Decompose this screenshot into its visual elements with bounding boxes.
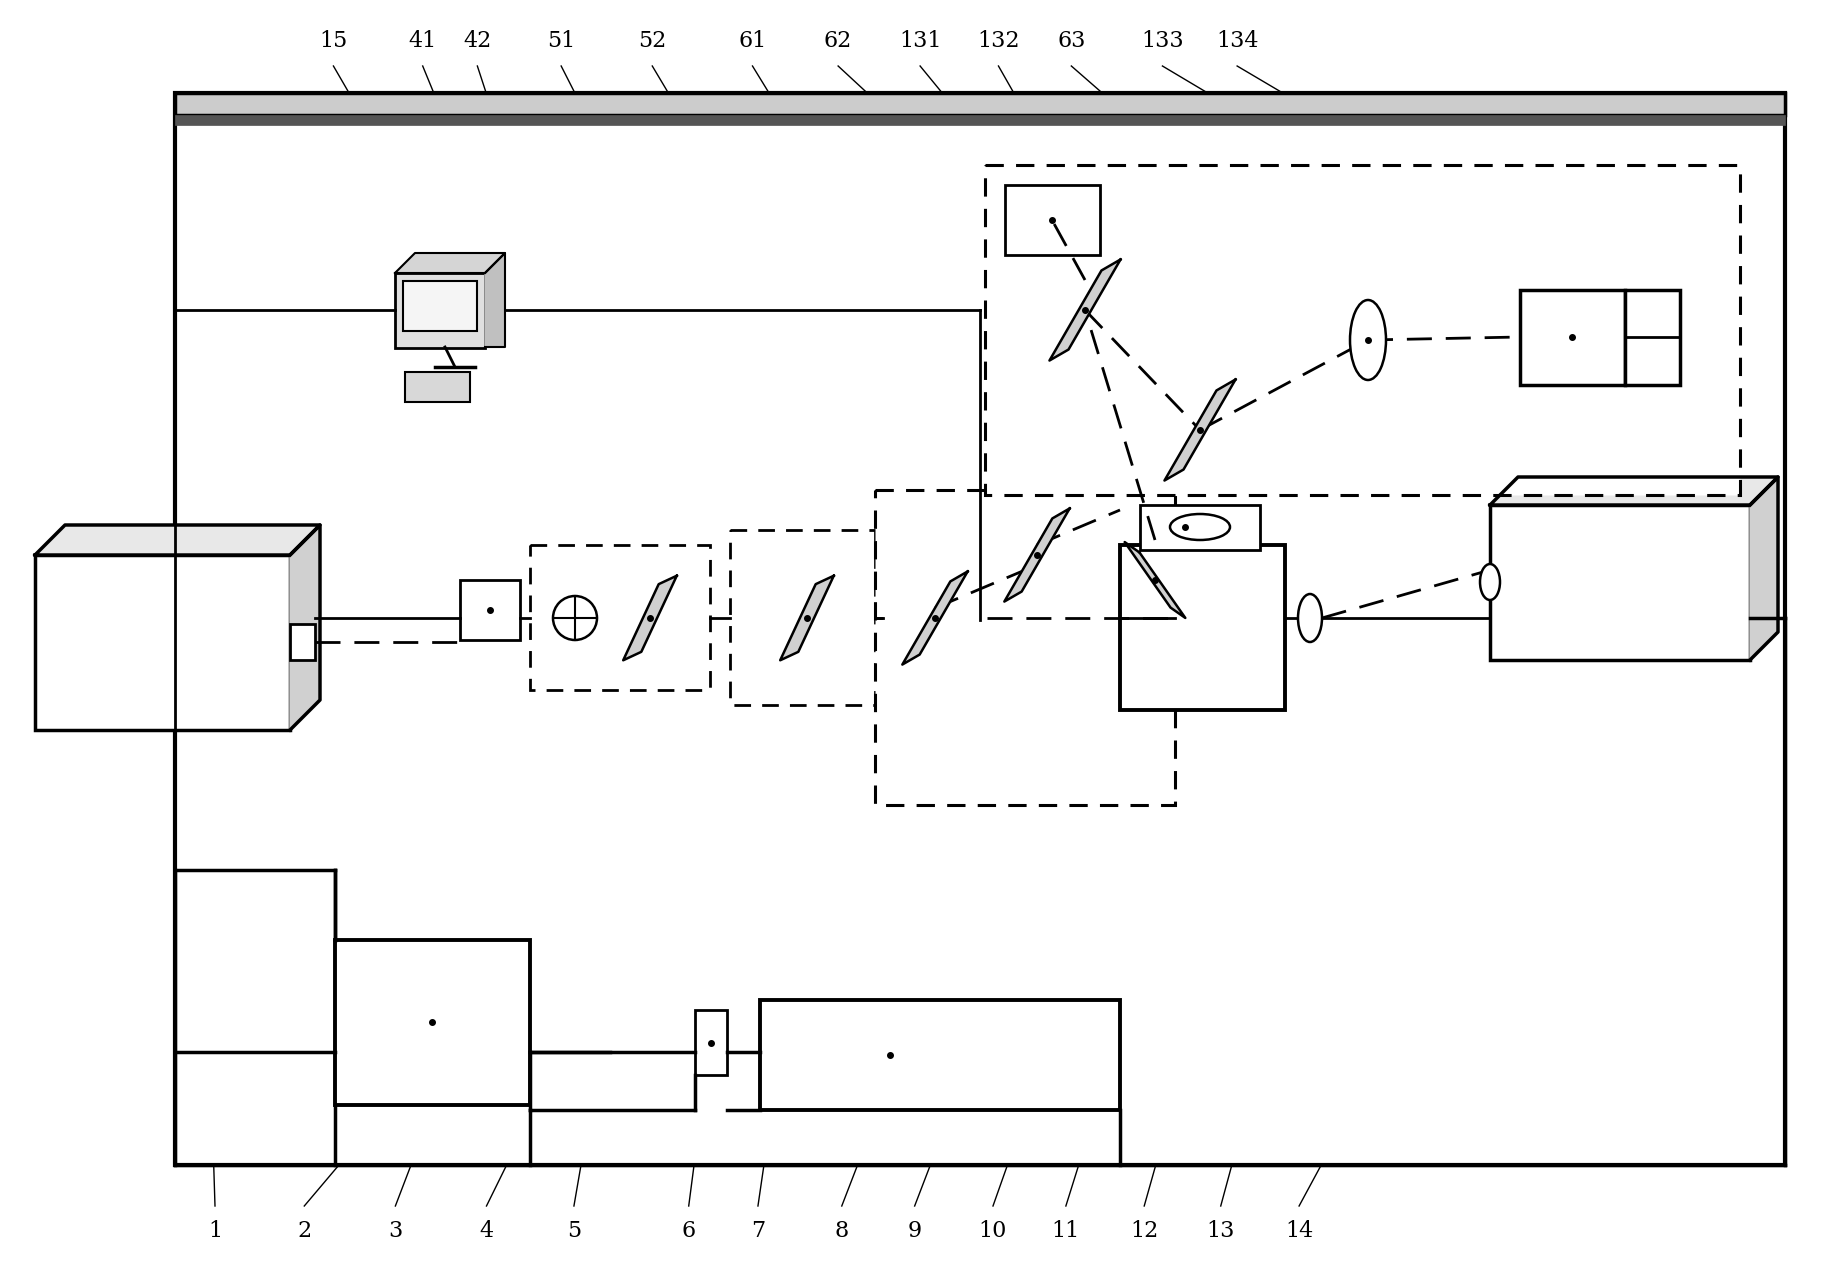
- Bar: [175, 93, 1786, 115]
- Bar: [1141, 505, 1261, 550]
- Text: 3: 3: [388, 1220, 403, 1242]
- Bar: [1006, 186, 1100, 255]
- Ellipse shape: [1170, 514, 1230, 540]
- Polygon shape: [780, 575, 834, 660]
- Polygon shape: [1164, 380, 1235, 481]
- Polygon shape: [1004, 509, 1070, 602]
- Text: 132: 132: [977, 30, 1020, 52]
- Text: 2: 2: [297, 1220, 312, 1242]
- Bar: [175, 93, 1786, 1165]
- Text: 62: 62: [824, 30, 853, 52]
- Bar: [335, 940, 530, 1106]
- Bar: [1625, 290, 1680, 385]
- Text: 7: 7: [751, 1220, 765, 1242]
- Polygon shape: [290, 525, 321, 729]
- Polygon shape: [485, 252, 505, 347]
- Bar: [760, 1000, 1121, 1111]
- Ellipse shape: [554, 596, 598, 640]
- Bar: [1520, 290, 1625, 385]
- Polygon shape: [1749, 477, 1778, 660]
- Ellipse shape: [1350, 300, 1387, 380]
- Bar: [875, 490, 1175, 805]
- Text: 133: 133: [1141, 30, 1184, 52]
- Text: 51: 51: [547, 30, 576, 52]
- Text: 6: 6: [681, 1220, 696, 1242]
- Text: 8: 8: [834, 1220, 849, 1242]
- Bar: [35, 555, 290, 729]
- Bar: [403, 281, 477, 331]
- Text: 5: 5: [567, 1220, 581, 1242]
- Polygon shape: [1049, 260, 1121, 361]
- Text: 9: 9: [907, 1220, 922, 1242]
- Bar: [1490, 505, 1749, 660]
- Bar: [404, 372, 470, 403]
- Text: 11: 11: [1051, 1220, 1080, 1242]
- Bar: [395, 273, 485, 348]
- Polygon shape: [35, 525, 321, 555]
- Text: 13: 13: [1206, 1220, 1235, 1242]
- Bar: [1121, 545, 1285, 711]
- Polygon shape: [1124, 543, 1186, 618]
- Text: 14: 14: [1285, 1220, 1314, 1242]
- Ellipse shape: [1297, 594, 1323, 642]
- Text: 4: 4: [479, 1220, 494, 1242]
- Polygon shape: [395, 252, 505, 273]
- Text: 41: 41: [408, 30, 437, 52]
- Text: 61: 61: [738, 30, 767, 52]
- Bar: [731, 530, 875, 705]
- Text: 15: 15: [319, 30, 348, 52]
- Text: 42: 42: [463, 30, 492, 52]
- Bar: [459, 581, 519, 640]
- Text: 131: 131: [898, 30, 942, 52]
- Bar: [694, 1010, 727, 1075]
- Polygon shape: [1490, 477, 1778, 505]
- Ellipse shape: [1479, 564, 1500, 599]
- Text: 63: 63: [1057, 30, 1086, 52]
- Bar: [986, 165, 1740, 495]
- Text: 1: 1: [208, 1220, 222, 1242]
- Text: 10: 10: [978, 1220, 1008, 1242]
- Bar: [175, 115, 1786, 125]
- Text: 12: 12: [1130, 1220, 1159, 1242]
- Text: 134: 134: [1215, 30, 1259, 52]
- Polygon shape: [902, 572, 967, 665]
- Text: 52: 52: [638, 30, 667, 52]
- Bar: [290, 623, 315, 660]
- Bar: [530, 545, 711, 690]
- Polygon shape: [623, 575, 676, 660]
